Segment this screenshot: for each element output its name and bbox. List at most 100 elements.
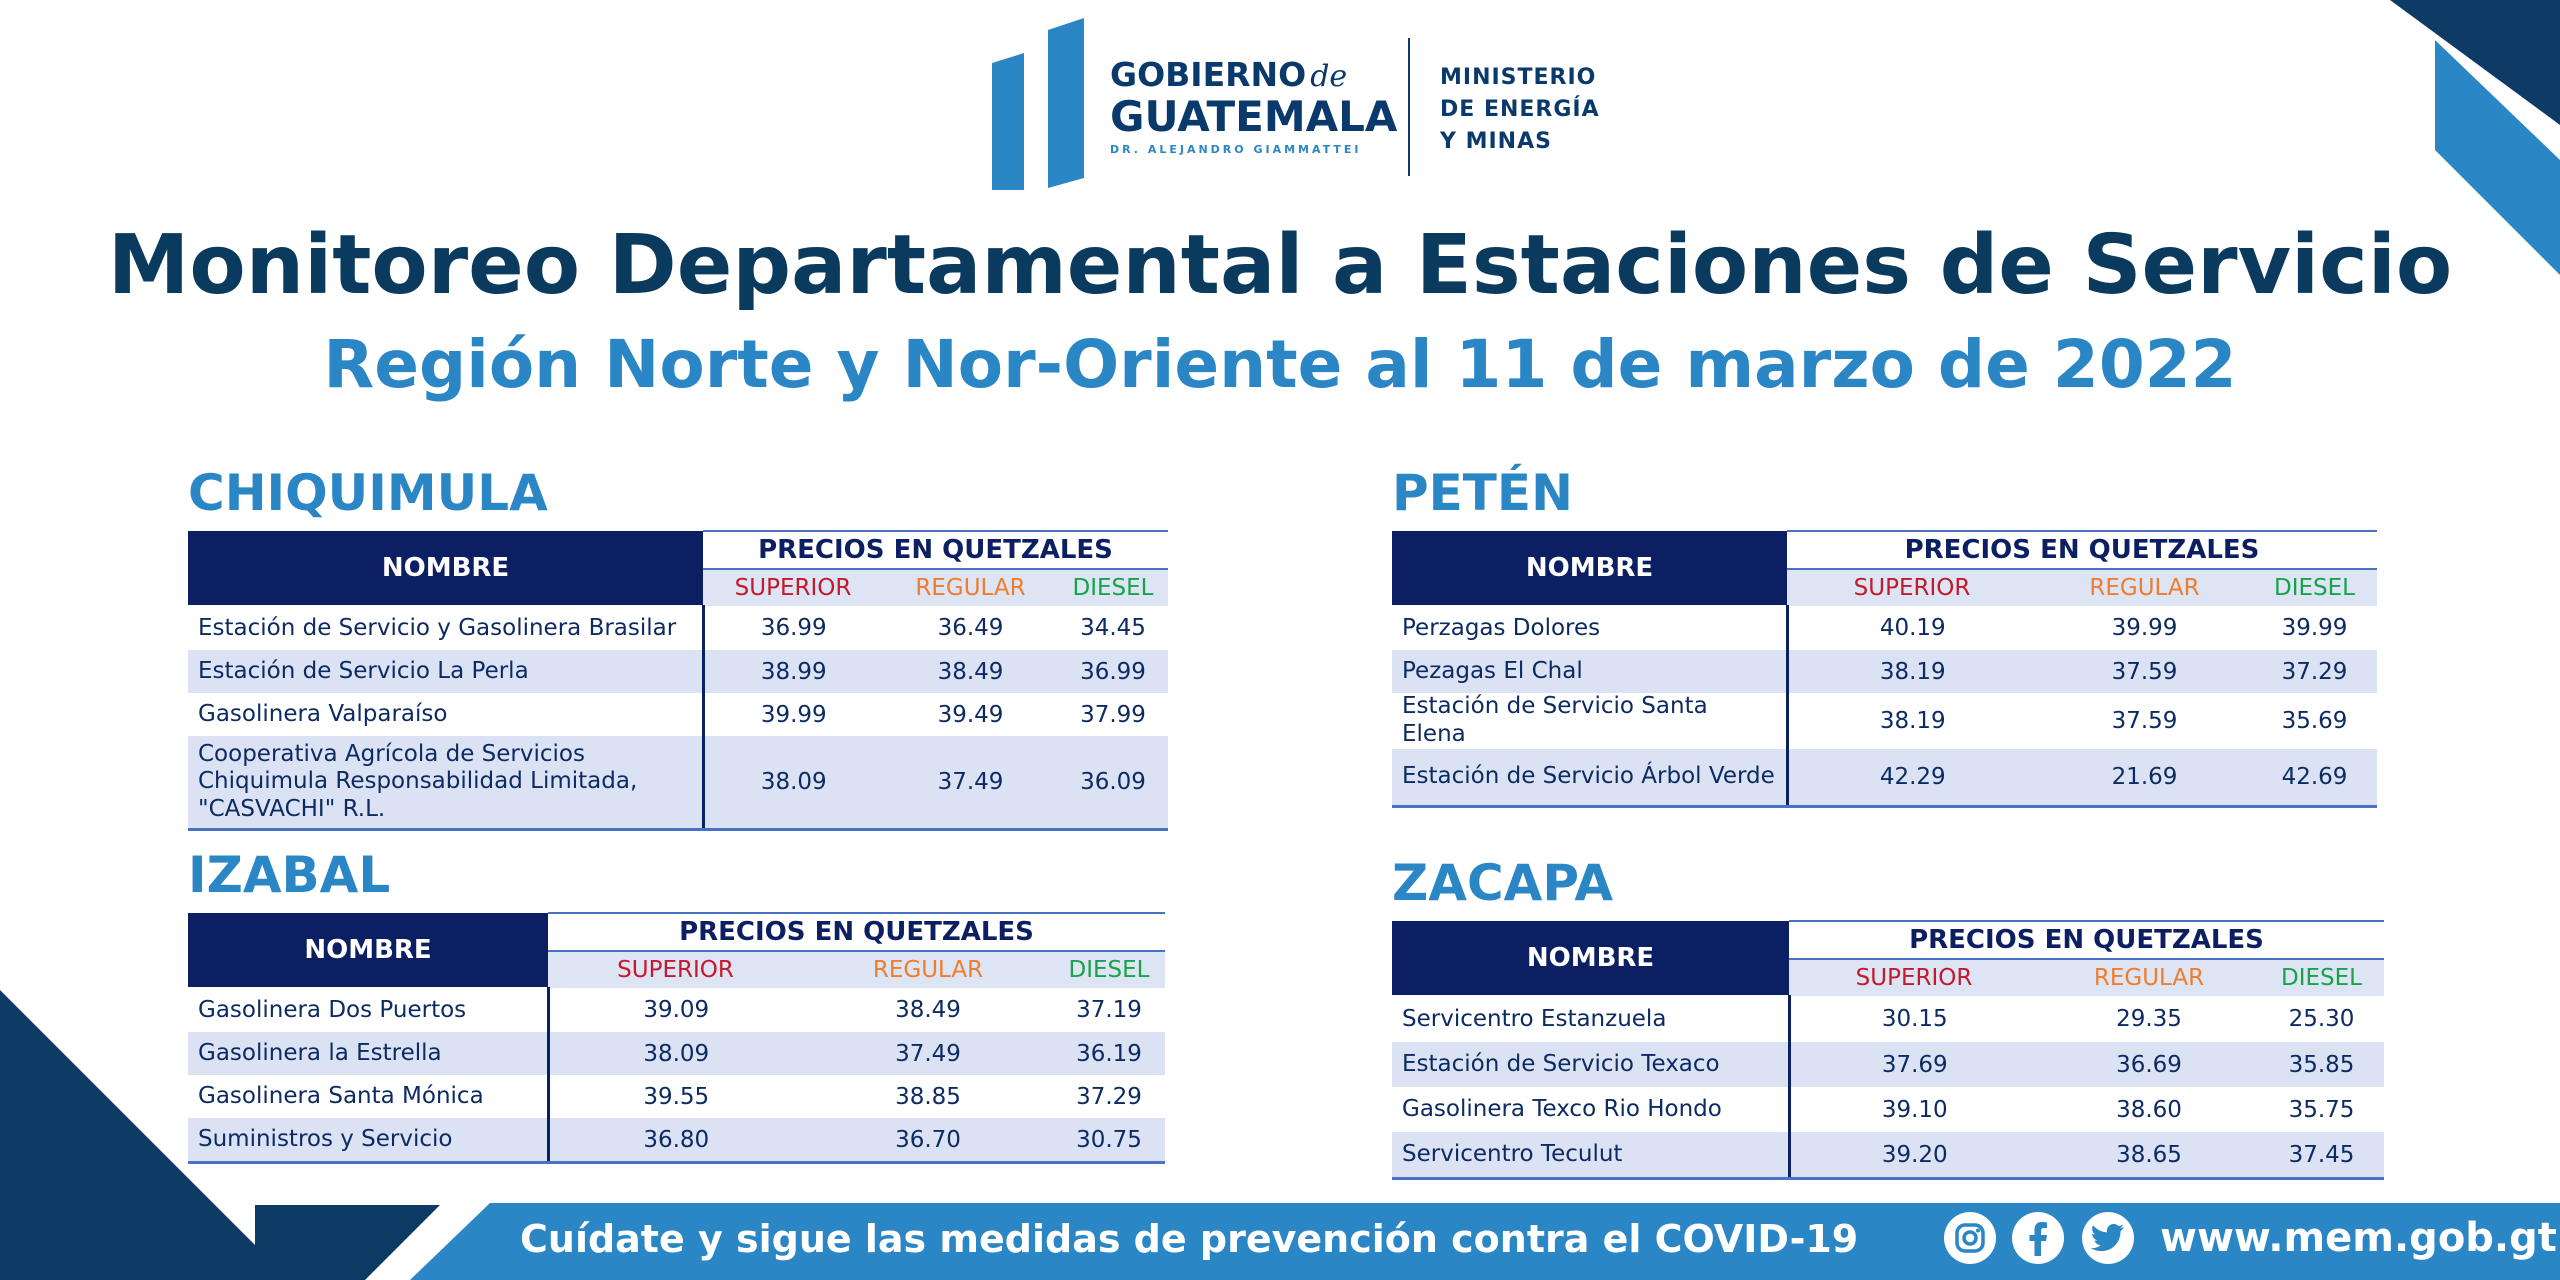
price-superior: 36.99 [760,615,827,641]
ministry-line3: Y MINAS [1440,128,1552,154]
price-diesel: 36.19 [1053,1032,1165,1075]
page-subtitle: Región Norte y Nor-Oriente al 11 de marz… [323,326,2237,403]
section-chiquimula: CHIQUIMULA NOMBRE PRECIOS EN QUETZALES S… [188,468,1168,831]
section-title: CHIQUIMULA [188,464,548,522]
price-table: NOMBRE PRECIOS EN QUETZALES SUPERIOR REG… [1392,920,2384,1180]
logo-line2: GUATEMALA [1110,92,1398,141]
price-diesel: 39.99 [2281,615,2348,641]
table-row: Suministros y Servicio 36.80 36.70 30.75 [188,1118,1165,1164]
prices-group-header: PRECIOS EN QUETZALES [1787,530,2377,570]
price-superior: 30.15 [1881,1006,1948,1032]
price-superior: 38.19 [1879,708,1946,734]
price-diesel: 25.30 [2288,1006,2355,1032]
price-superior: 37.69 [1789,1042,2039,1087]
gobierno-logo-text: GOBIERNO de GUATEMALA DR. ALEJANDRO GIAMM… [1110,58,1397,155]
logo-header: GOBIERNO de GUATEMALA DR. ALEJANDRO GIAMM… [990,18,1630,193]
price-regular: 39.49 [937,701,1004,728]
price-superior: 39.10 [1881,1096,1948,1123]
table-row: Estación de Servicio Árbol Verde 42.29 2… [1392,749,2377,808]
website-link[interactable]: www.mem.gob.gt [2160,1215,2557,1261]
station-name: Estación de Servicio La Perla [188,650,705,693]
price-diesel: 36.09 [1058,736,1168,831]
price-diesel: 37.45 [2259,1132,2384,1180]
price-regular: 38.49 [883,650,1058,693]
table-row: Gasolinera Texco Rio Hondo 39.10 38.60 3… [1392,1087,2384,1132]
section-zacapa: ZACAPA NOMBRE PRECIOS EN QUETZALES SUPER… [1392,858,2384,1180]
price-regular: 36.69 [2039,1042,2259,1087]
diesel-header: DIESEL [1058,569,1168,606]
regular-header: REGULAR [883,569,1058,606]
section-peten: PETÉN NOMBRE PRECIOS EN QUETZALES SUPERI… [1392,468,2377,808]
price-diesel: 35.85 [2259,1042,2384,1087]
twitter-icon[interactable] [2082,1212,2134,1264]
price-regular: 37.59 [2111,708,2178,734]
price-diesel: 34.45 [1080,615,1146,641]
regular-header: REGULAR [803,951,1053,988]
price-superior: 39.09 [643,997,710,1023]
diesel-header: DIESEL [1053,951,1165,988]
prices-group-header: PRECIOS EN QUETZALES [548,912,1165,952]
station-name: Servicentro Estanzuela [1392,996,1791,1042]
prices-group-header: PRECIOS EN QUETZALES [1789,920,2384,960]
price-superior: 38.09 [548,1032,803,1075]
logo-de: de [1310,59,1348,94]
gobierno-flag-icon [992,18,1084,190]
superior-header: SUPERIOR [548,951,803,988]
name-header: NOMBRE [188,531,703,607]
ministry-line2: DE ENERGÍA [1440,96,1600,122]
section-title: IZABAL [188,846,391,904]
price-regular: 38.85 [895,1083,961,1110]
price-regular: 38.65 [2039,1132,2259,1180]
price-superior: 39.55 [643,1083,710,1110]
station-name: Gasolinera Valparaíso [188,693,705,736]
price-regular: 37.49 [803,1032,1053,1075]
section-izabal: IZABAL NOMBRE PRECIOS EN QUETZALES SUPER… [188,850,1165,1164]
instagram-icon[interactable] [1944,1212,1996,1264]
price-superior: 42.29 [1787,749,2037,808]
price-regular: 39.99 [2111,615,2178,641]
ministry-logo-text: MINISTERIO DE ENERGÍA Y MINAS [1440,62,1600,158]
diesel-header: DIESEL [2252,569,2377,606]
price-regular: 29.35 [2116,1006,2182,1032]
station-name: Pezagas El Chal [1392,650,1789,693]
price-diesel: 37.29 [1076,1083,1142,1110]
table-row: Pezagas El Chal 38.19 37.59 37.29 [1392,650,2377,693]
price-diesel: 36.99 [1058,650,1168,693]
price-regular: 36.70 [803,1118,1053,1164]
station-name: Suministros y Servicio [188,1118,550,1164]
superior-header: SUPERIOR [703,569,883,606]
page-title: Monitoreo Departamental a Estaciones de … [107,218,2453,313]
superior-header: SUPERIOR [1789,959,2039,996]
table-row: Estación de Servicio y Gasolinera Brasil… [188,606,1168,650]
logo-line1: GOBIERNO [1110,55,1307,94]
price-diesel: 42.69 [2252,749,2377,808]
price-table: NOMBRE PRECIOS EN QUETZALES SUPERIOR REG… [1392,530,2377,808]
section-title: ZACAPA [1392,854,1614,912]
superior-header: SUPERIOR [1787,569,2037,606]
price-superior: 40.19 [1879,615,1946,641]
station-name: Perzagas Dolores [1392,606,1789,650]
name-header: NOMBRE [188,913,548,989]
table-row: Servicentro Teculut 39.20 38.65 37.45 [1392,1132,2384,1180]
regular-header: REGULAR [2037,569,2252,606]
corner-decoration-top-right [2390,0,2560,275]
station-name: Cooperativa Agrícola de Servicios Chiqui… [188,736,705,831]
station-name: Gasolinera Texco Rio Hondo [1392,1087,1791,1132]
price-diesel: 37.29 [2252,650,2377,693]
table-row: Perzagas Dolores 40.19 39.99 39.99 [1392,606,2377,650]
name-header: NOMBRE [1392,531,1787,607]
price-diesel: 35.75 [2288,1096,2355,1123]
price-superior: 39.20 [1789,1132,2039,1180]
table-row: Estación de Servicio Texaco 37.69 36.69 … [1392,1042,2384,1087]
station-name: Gasolinera Santa Mónica [188,1075,550,1118]
footer-message: Cuídate y sigue las medidas de prevenció… [520,1217,1859,1261]
price-regular: 37.59 [2037,650,2252,693]
logo-divider [1408,38,1410,176]
station-name: Gasolinera Dos Puertos [188,988,550,1032]
price-superior: 39.99 [760,701,827,728]
facebook-icon[interactable] [2012,1212,2064,1264]
station-name: Estación de Servicio Santa Elena [1392,693,1789,749]
table-row: Gasolinera Valparaíso 39.99 39.49 37.99 [188,693,1168,736]
table-row: Gasolinera la Estrella 38.09 37.49 36.19 [188,1032,1165,1075]
price-diesel: 35.69 [2281,708,2348,734]
